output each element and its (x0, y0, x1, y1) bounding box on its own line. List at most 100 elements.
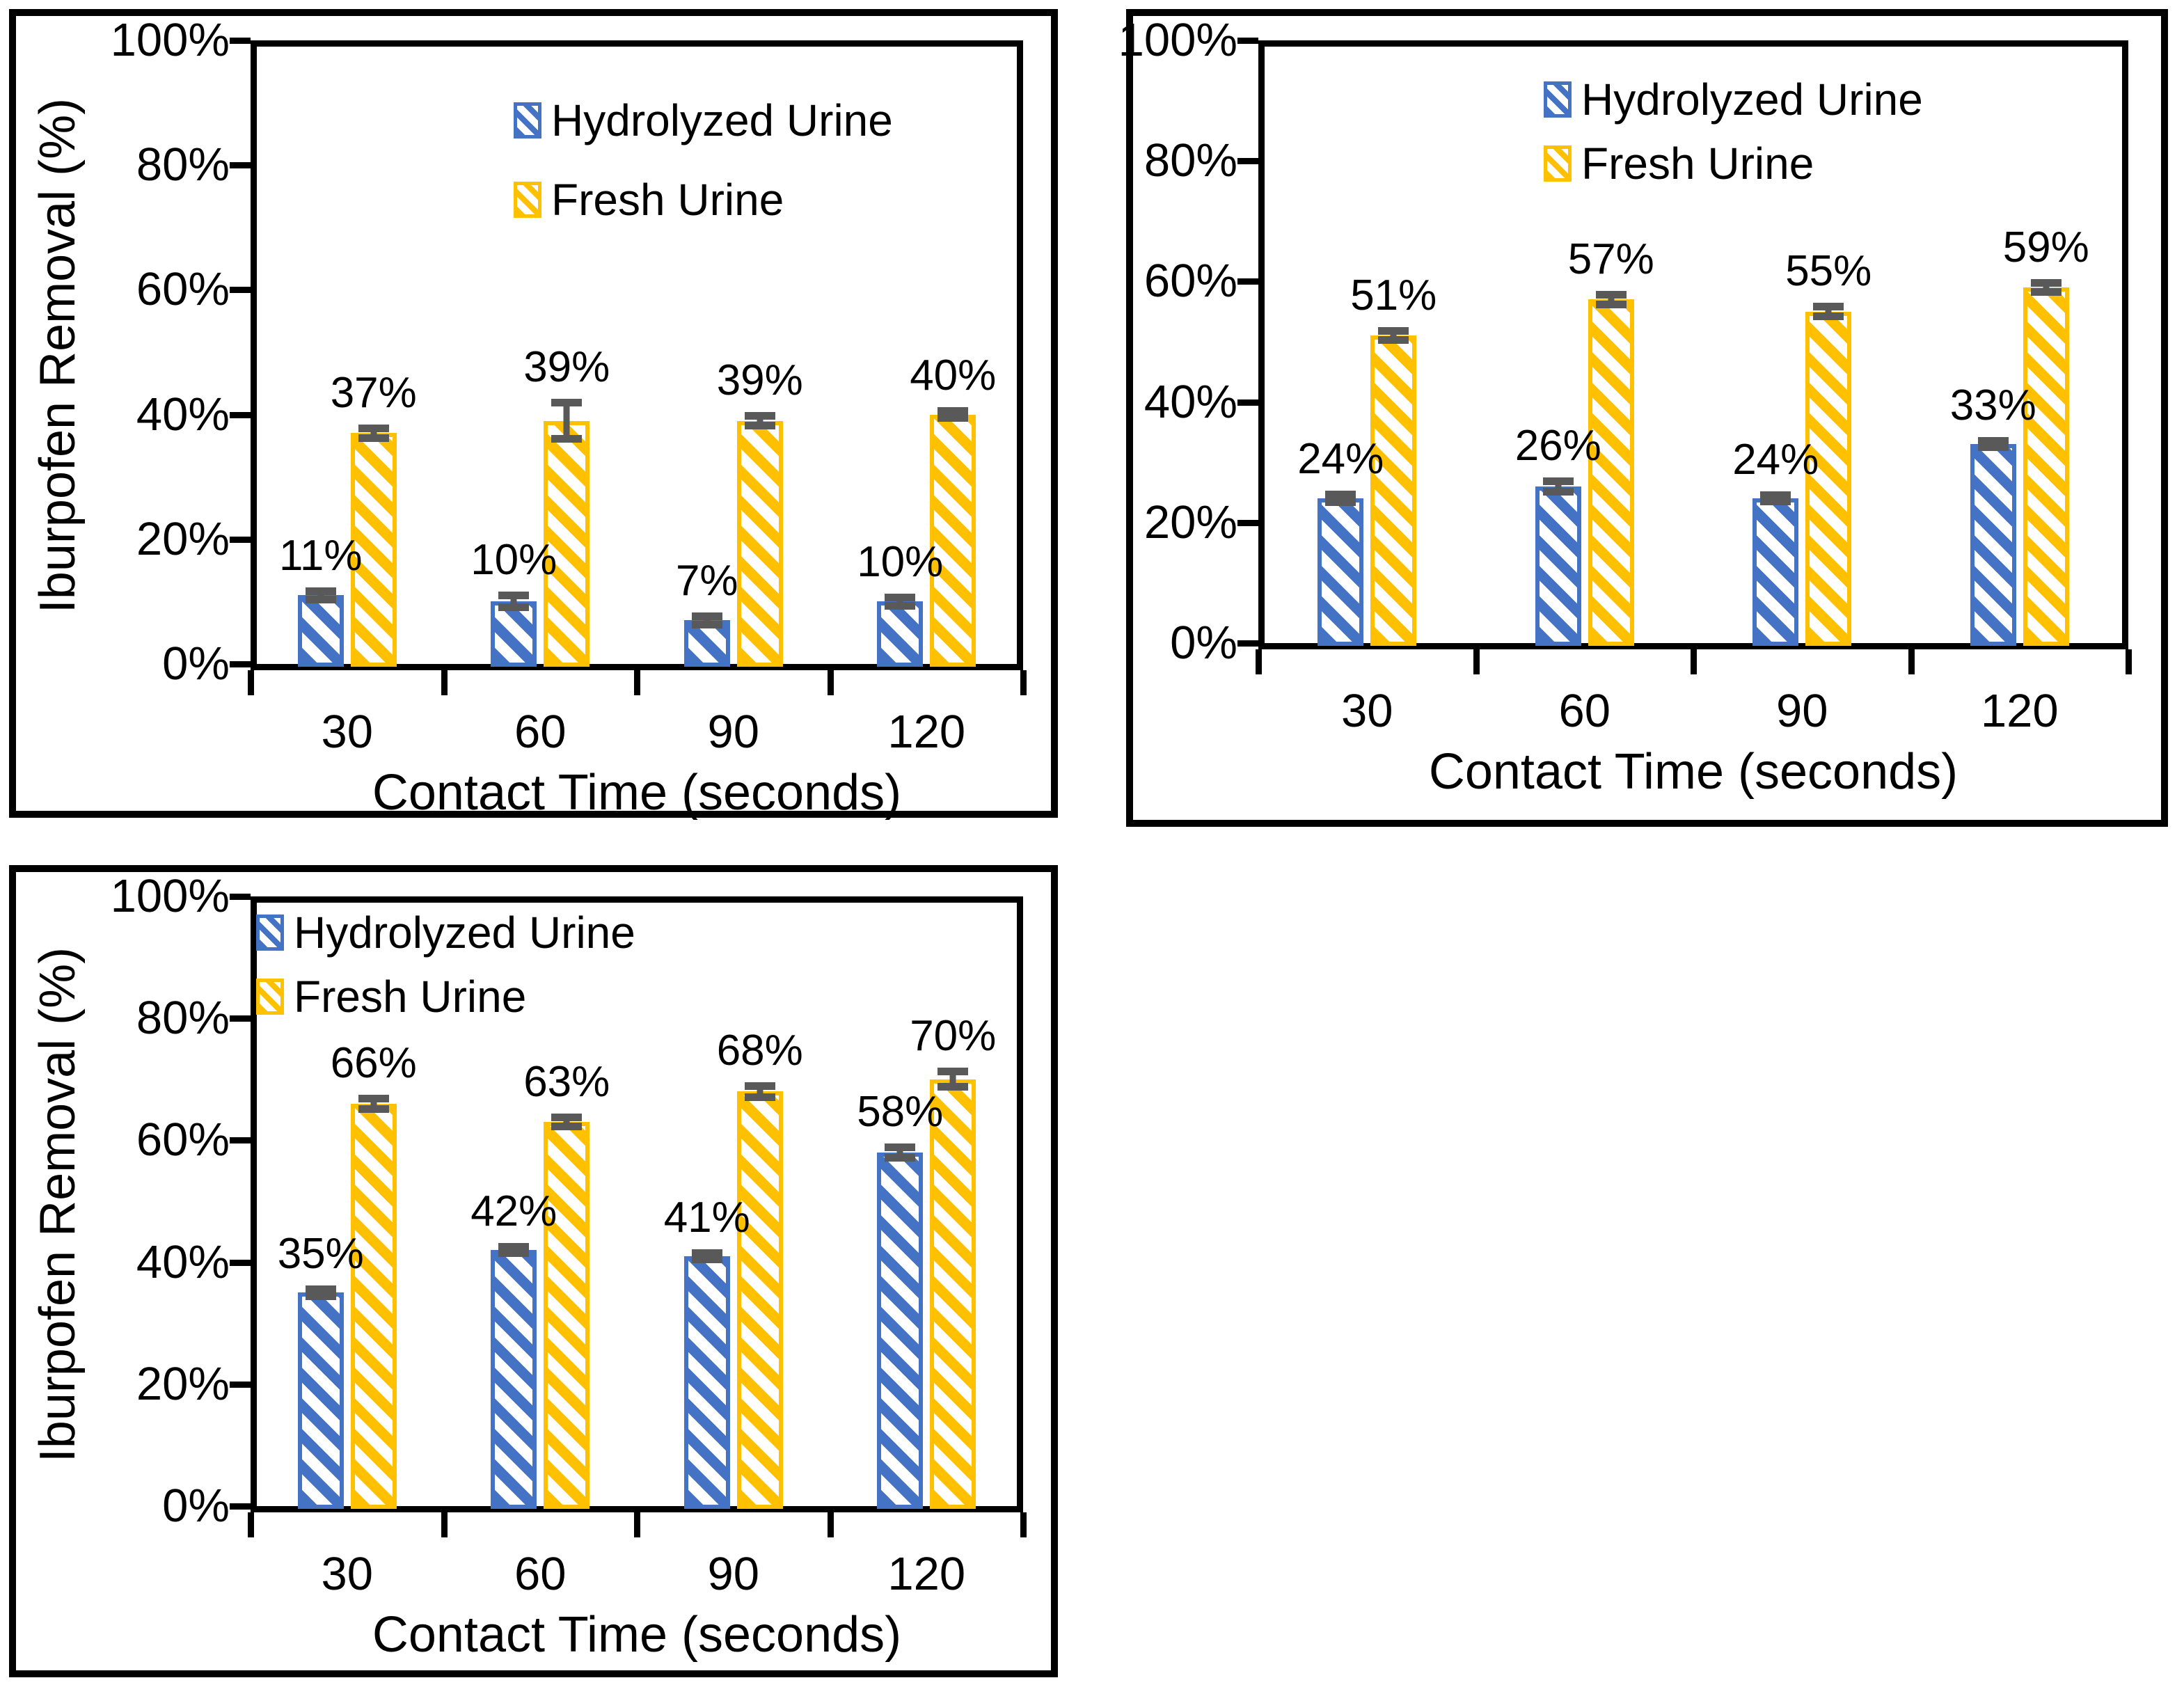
x-category-label: 60 (514, 706, 567, 758)
error-bar-line (704, 616, 711, 625)
chart-top-left: 0% 20% 40% 60% 80% 100% 30 11% 37% 60 10% 39% 90 7% 39… (16, 15, 1051, 821)
y-axis-tick (230, 162, 251, 169)
legend-label-hydrolyzed: Hydrolyzed Urine (1581, 74, 1923, 125)
x-category-label: 120 (1980, 685, 2059, 737)
error-bar-cap-bottom (358, 1105, 389, 1113)
y-axis-tick (1237, 640, 1258, 647)
x-category-label: 90 (707, 1548, 760, 1600)
x-category-label: 30 (1340, 685, 1393, 737)
x-category-label: 120 (887, 1548, 966, 1600)
error-bar-line (757, 415, 763, 426)
y-axis-tick (230, 1381, 251, 1388)
bar-hydrolyzed (491, 601, 537, 667)
bar-fresh (350, 1103, 397, 1509)
y-tick-label: 100% (1118, 13, 1237, 66)
data-label: 39% (523, 342, 610, 391)
bar-hydrolyzed (297, 595, 344, 667)
data-label: 10% (857, 538, 944, 587)
x-axis-tick (827, 1512, 834, 1537)
x-axis-tick (1020, 670, 1027, 695)
error-bar-line (757, 1085, 763, 1098)
legend-swatch-fresh-icon (514, 182, 541, 218)
legend: Hydrolyzed Urine Fresh Urine (1544, 74, 1923, 203)
error-bar-cap-bottom (885, 1153, 916, 1162)
error-bar-cap-top (551, 1114, 583, 1122)
y-tick-label: 0% (162, 637, 230, 690)
legend-item-hydrolyzed: Hydrolyzed Urine (1544, 74, 1923, 125)
bar-fresh (1370, 335, 1417, 646)
x-axis-tick (1473, 649, 1480, 674)
error-bar-cap-top (937, 407, 969, 415)
x-category-label: 30 (321, 1548, 374, 1600)
error-bar-cap-bottom (1378, 336, 1409, 345)
data-label: 51% (1350, 271, 1437, 320)
y-axis-tick (230, 411, 251, 418)
error-bar-line (1608, 294, 1615, 306)
y-axis-title: Iburpofen Removal (%) (30, 947, 86, 1462)
bar-hydrolyzed (1535, 486, 1581, 646)
chart-panel-top-right: 0% 20% 40% 60% 80% 100% 30 24% 51% 60 26% 57% 90 24% 5… (1118, 9, 2168, 827)
error-bar-cap-bottom (691, 1256, 722, 1264)
y-tick-label: 20% (136, 1357, 230, 1410)
data-label: 33% (1949, 381, 2036, 430)
x-axis-tick (1256, 649, 1262, 674)
error-bar-cap-top (305, 587, 336, 596)
bar-fresh (736, 1091, 783, 1509)
bar-hydrolyzed (683, 1256, 730, 1509)
legend-label-hydrolyzed: Hydrolyzed Urine (551, 95, 893, 145)
chart-panel-bottom-left: 0% 20% 40% 60% 80% 100% 30 35% 66% 60 42% 63% 90 41% 6… (9, 865, 1058, 1677)
data-label: 10% (470, 536, 557, 585)
x-axis-tick (441, 1512, 448, 1537)
error-bar-line (563, 402, 570, 440)
error-bar-cap-bottom (744, 1093, 775, 1102)
chart-top-right: 0% 20% 40% 60% 80% 100% 30 24% 51% 60 26% 57% 90 24% 5… (1118, 15, 2161, 820)
y-tick-label: 100% (110, 869, 230, 922)
legend-swatch-hydrolyzed-icon (1544, 81, 1572, 118)
error-bar-cap-bottom (1760, 498, 1791, 506)
data-label: 11% (279, 532, 363, 580)
bar-fresh (930, 414, 976, 667)
data-label: 24% (1297, 435, 1384, 484)
error-bar-cap-bottom (551, 1123, 583, 1131)
y-axis-tick (230, 1503, 251, 1510)
error-bar-cap-top (1378, 327, 1409, 335)
x-axis-tick (1908, 649, 1915, 674)
error-bar-line (563, 1117, 570, 1127)
error-bar-line (896, 597, 903, 606)
bar-hydrolyzed (491, 1250, 537, 1509)
legend-item-fresh: Fresh Urine (256, 972, 635, 1022)
data-label: 26% (1514, 422, 1601, 470)
error-bar-cap-top (498, 1242, 530, 1251)
error-bar-line (949, 1071, 956, 1088)
data-label: 70% (910, 1012, 997, 1061)
data-label: 57% (1567, 235, 1654, 283)
error-bar-cap-top (305, 1285, 336, 1294)
error-bar-cap-bottom (305, 1292, 336, 1300)
y-axis-tick (230, 1137, 251, 1144)
y-axis-tick (1237, 38, 1258, 44)
y-axis-tick (230, 287, 251, 294)
data-label: 7% (675, 557, 738, 605)
data-label: 41% (663, 1193, 750, 1242)
y-axis-tick (230, 38, 251, 44)
legend-item-hydrolyzed: Hydrolyzed Urine (514, 95, 893, 145)
y-tick-label: 0% (1170, 616, 1237, 669)
x-category-label: 60 (1558, 685, 1611, 737)
legend-swatch-fresh-icon (256, 979, 284, 1015)
y-axis-tick (1237, 399, 1258, 406)
error-bar-cap-top (691, 1249, 722, 1257)
legend-label-fresh: Fresh Urine (294, 972, 527, 1022)
error-bar-cap-top (744, 412, 775, 420)
error-bar-cap-top (498, 592, 530, 600)
legend-item-fresh: Fresh Urine (1544, 138, 1923, 189)
legend-swatch-fresh-icon (1544, 145, 1572, 182)
y-axis-tick (230, 1259, 251, 1266)
error-bar-cap-bottom (1542, 487, 1574, 496)
data-label: 35% (277, 1230, 364, 1279)
error-bar-line (1390, 331, 1397, 341)
error-bar-cap-top (885, 594, 916, 602)
legend-swatch-hydrolyzed-icon (256, 915, 284, 951)
y-axis-tick (1237, 158, 1258, 165)
error-bar-cap-bottom (551, 435, 583, 443)
y-tick-label: 40% (136, 388, 230, 441)
